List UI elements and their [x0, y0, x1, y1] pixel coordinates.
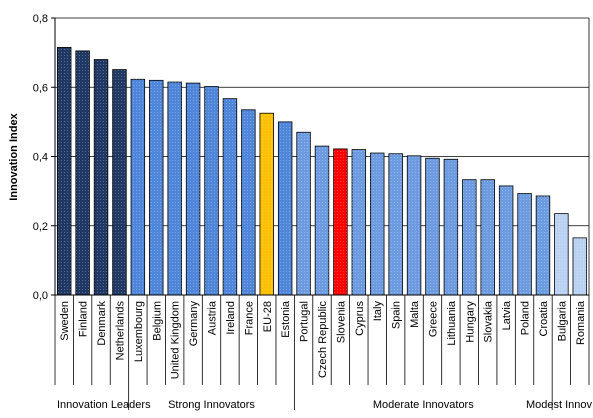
bar-texture — [278, 121, 292, 295]
y-axis-label: Innovation Index — [8, 112, 20, 200]
y-tick-labels: 0,0 0,2 0,4 0,6 0,8 — [33, 13, 48, 302]
bars — [56, 47, 588, 296]
category-label: Germany — [188, 301, 200, 347]
category-label: Netherlands — [114, 301, 126, 361]
bar-texture — [204, 86, 219, 296]
bar-texture — [536, 195, 550, 295]
category-label: Hungary — [464, 301, 476, 343]
bar-texture — [572, 237, 587, 295]
y-tick-label: 0,6 — [33, 82, 48, 94]
bar-texture — [75, 50, 90, 295]
category-labels: Sweden Finland Denmark Netherlands Luxembour… — [59, 300, 587, 379]
category-label: Slovenia — [335, 300, 347, 343]
bar-texture — [554, 213, 569, 295]
bar-texture — [462, 179, 477, 295]
category-label: Malta — [409, 300, 421, 328]
bar-texture — [517, 193, 532, 295]
category-label: Romania — [575, 300, 587, 345]
category-label: Belgium — [151, 301, 163, 341]
group-label: Strong Innovators — [168, 399, 255, 411]
category-label: Italy — [372, 301, 384, 322]
category-label: Bulgaria — [556, 300, 568, 341]
bar-texture — [370, 153, 385, 295]
category-label: Denmark — [96, 301, 108, 346]
category-label: Croatia — [538, 300, 550, 336]
category-label: Luxembourg — [133, 301, 145, 362]
category-label: Poland — [520, 301, 532, 335]
group-label: Moderate Innovators — [373, 399, 474, 411]
bar-texture — [167, 82, 182, 296]
y-tick-label: 0,0 — [33, 290, 48, 302]
group-labels: Innovation Leaders Strong Innovators Moder… — [57, 399, 592, 411]
bar-texture — [352, 149, 366, 295]
bar-texture — [223, 98, 237, 296]
category-label: Spain — [391, 301, 403, 329]
axes — [51, 17, 590, 410]
category-label: Lithuania — [446, 300, 458, 346]
category-label: Austria — [207, 300, 219, 335]
bar-texture — [241, 109, 256, 295]
bar-texture — [149, 80, 164, 295]
bar-texture — [259, 113, 274, 295]
category-label: Latvia — [501, 300, 513, 330]
bar-texture — [388, 153, 403, 295]
bar-texture — [480, 179, 495, 295]
bar-texture — [315, 146, 329, 295]
bar-texture — [57, 47, 72, 296]
category-label: Greece — [427, 301, 439, 337]
category-label: Estonia — [280, 300, 292, 338]
bar-texture — [407, 155, 421, 295]
bar-texture — [186, 83, 200, 295]
category-label: Ireland — [225, 301, 237, 335]
bar-texture — [131, 79, 145, 295]
bar-texture — [94, 59, 108, 295]
category-label: Sweden — [59, 301, 71, 341]
bar-texture — [112, 69, 127, 295]
bar-texture — [425, 158, 440, 295]
bar-texture — [296, 132, 311, 295]
category-label: France — [243, 301, 255, 335]
category-label: EU-28 — [262, 301, 274, 332]
group-label: Modest Innov — [526, 399, 593, 411]
category-label: Portugal — [299, 301, 311, 342]
bar-texture — [444, 159, 458, 295]
category-label: Cyprus — [354, 301, 366, 336]
bar-texture — [333, 148, 348, 295]
category-label: Finland — [78, 301, 90, 337]
group-label: Innovation Leaders — [57, 399, 151, 411]
category-label: Czech Republic — [317, 301, 329, 379]
y-tick-label: 0,4 — [33, 152, 48, 164]
bar-texture — [499, 185, 513, 295]
y-tick-label: 0,2 — [33, 221, 48, 233]
category-label: Slovakia — [483, 300, 495, 342]
category-label: United Kingdom — [170, 301, 182, 379]
y-tick-label: 0,8 — [33, 13, 48, 25]
